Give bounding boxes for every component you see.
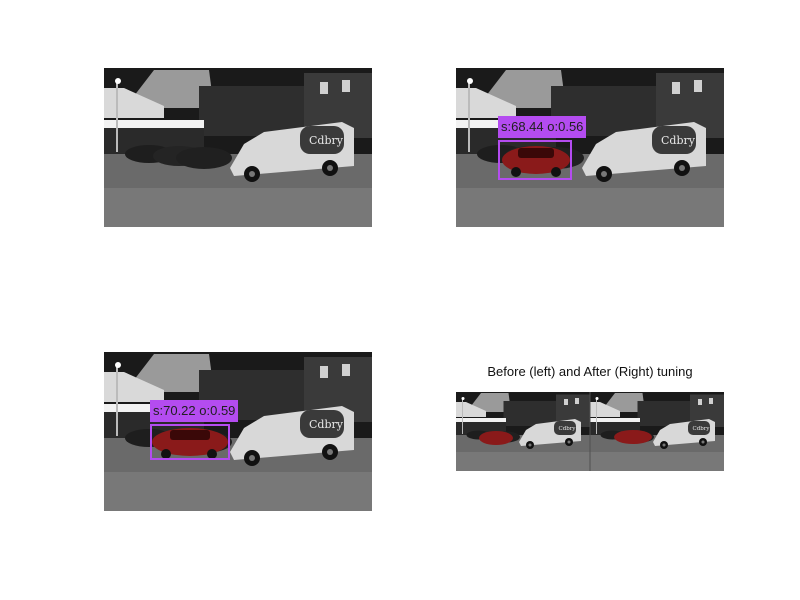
- comparison-caption: Before (left) and After (Right) tuning: [487, 364, 693, 379]
- street-scene-image: [104, 68, 372, 227]
- red-car: [152, 428, 228, 459]
- detection-box: [150, 424, 230, 460]
- detection-label: s:70.22 o:0.59: [150, 400, 239, 422]
- comparison-panel: [456, 392, 724, 471]
- street-scene-image: [456, 68, 724, 227]
- original-image-panel: [104, 68, 372, 227]
- comparison-image: [456, 392, 724, 471]
- red-car: [502, 146, 570, 177]
- street-scene-image: [104, 352, 372, 511]
- before-tuning-panel: [456, 68, 724, 227]
- after-tuning-panel: [104, 352, 372, 511]
- detection-box: [498, 140, 572, 180]
- detection-label: s:68.44 o:0.56: [498, 116, 587, 138]
